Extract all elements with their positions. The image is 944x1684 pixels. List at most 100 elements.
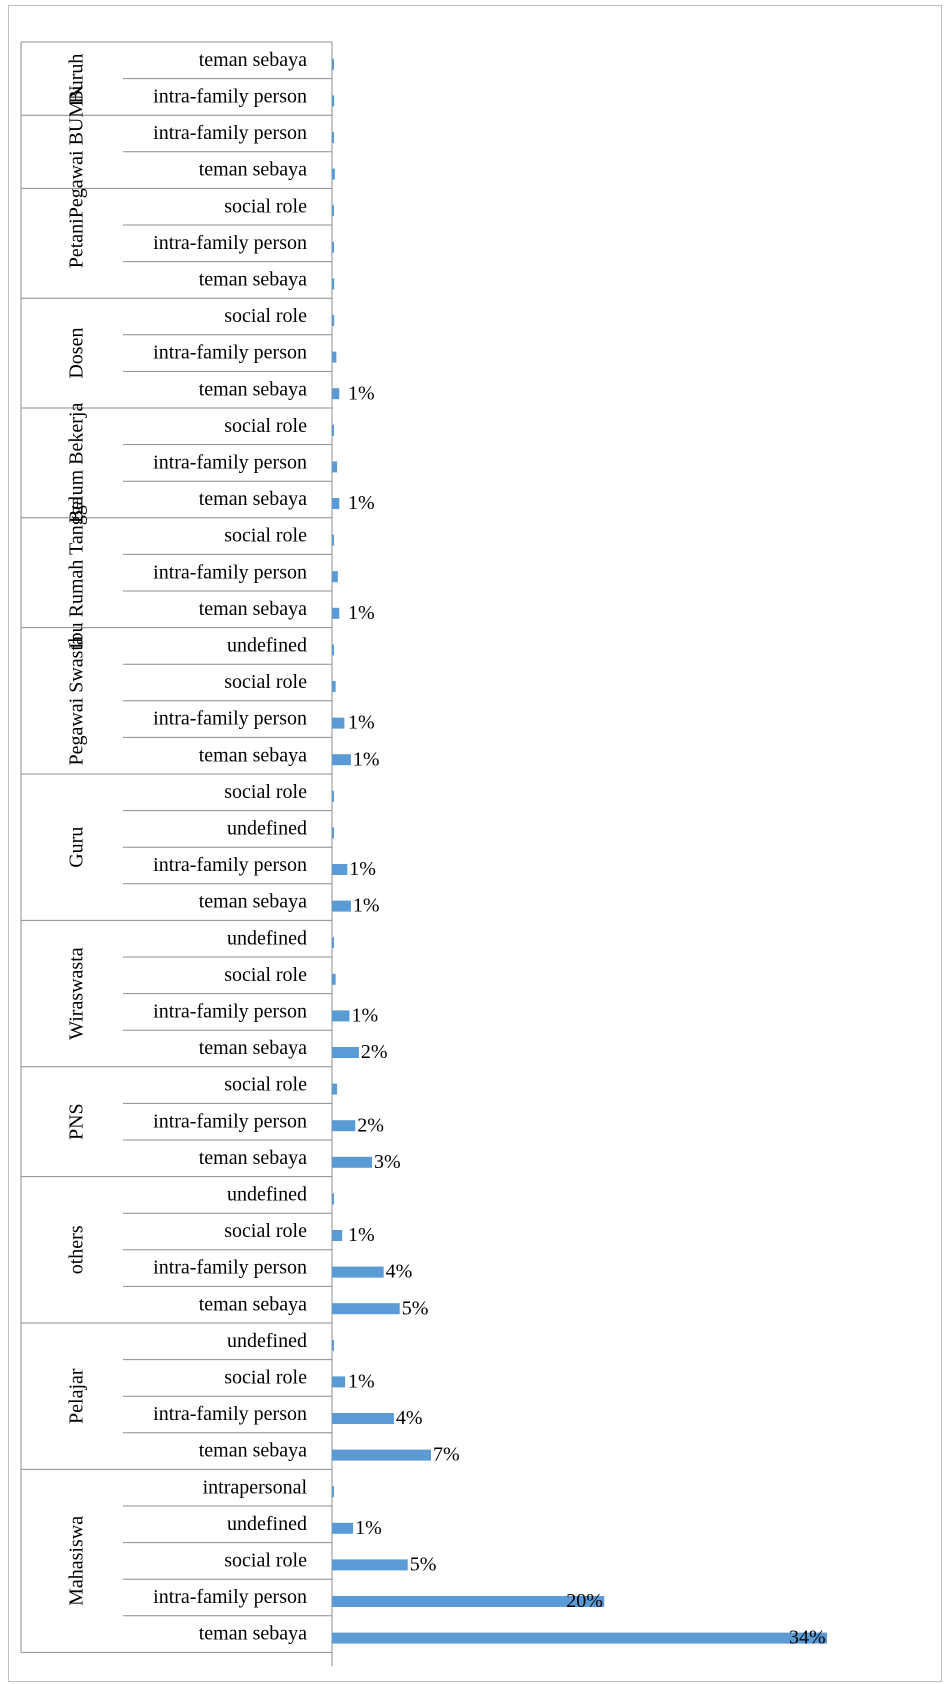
bar <box>332 424 334 436</box>
data-label: 2% <box>357 1114 384 1136</box>
category-label: social role <box>224 1366 307 1388</box>
category-label: teman sebaya <box>199 488 307 510</box>
bar <box>332 1413 394 1424</box>
bar <box>332 278 335 290</box>
category-label: intra-family person <box>153 561 307 583</box>
category-label: social role <box>224 964 307 986</box>
bar <box>332 95 335 107</box>
bar <box>332 1156 373 1168</box>
data-label: 34% <box>789 1627 826 1649</box>
category-label: intra-family person <box>153 1110 307 1132</box>
bar <box>332 827 334 839</box>
bar <box>332 1230 343 1241</box>
category-label: intra-family person <box>153 232 307 254</box>
data-label: 1% <box>351 1004 378 1026</box>
bar <box>332 1559 408 1571</box>
category-label: teman sebaya <box>199 1293 307 1315</box>
bar <box>332 534 334 546</box>
group-label: Petani <box>66 218 88 268</box>
category-label: social role <box>224 525 307 547</box>
category-label: intra-family person <box>153 85 307 107</box>
data-label: 1% <box>348 602 375 624</box>
category-label: intra-family person <box>153 1000 307 1022</box>
group-label: Wiraswasta <box>66 947 88 1040</box>
data-label: 3% <box>374 1151 401 1173</box>
category-label: teman sebaya <box>199 1623 307 1645</box>
data-label: 1% <box>349 858 376 880</box>
category-label: teman sebaya <box>199 1037 307 1059</box>
data-label: 1% <box>353 895 380 917</box>
category-label: teman sebaya <box>199 378 307 400</box>
bar <box>332 1486 334 1498</box>
category-label: intra-family person <box>153 854 307 876</box>
bar <box>332 571 338 583</box>
category-label: teman sebaya <box>199 598 307 620</box>
data-label: 1% <box>348 712 375 734</box>
group-label: Ibu Rumah Tangga <box>66 496 88 649</box>
bar <box>332 1376 346 1388</box>
category-label: teman sebaya <box>199 49 307 71</box>
category-label: intrapersonal <box>203 1476 308 1498</box>
data-label: 1% <box>353 748 380 770</box>
bar <box>332 1632 827 1644</box>
category-label: social role <box>224 671 307 693</box>
bar <box>332 790 334 802</box>
group-label: others <box>66 1225 88 1274</box>
bar <box>332 1193 334 1205</box>
category-label: undefined <box>227 927 307 949</box>
bar <box>332 607 340 619</box>
bar <box>332 864 348 875</box>
data-label: 1% <box>348 1370 375 1392</box>
data-label: 1% <box>355 1517 382 1539</box>
category-label: social role <box>224 1074 307 1096</box>
category-label: intra-family person <box>153 451 307 473</box>
bar <box>332 644 334 656</box>
bar <box>332 1596 605 1607</box>
category-label: social role <box>224 415 307 437</box>
group-label: Pelajar <box>66 1368 88 1424</box>
category-label: undefined <box>227 817 307 839</box>
bar <box>332 168 335 180</box>
category-label: social role <box>224 195 307 217</box>
bar <box>332 351 337 363</box>
bar <box>332 1303 400 1315</box>
category-label: social role <box>224 1220 307 1242</box>
bar <box>332 1522 354 1534</box>
category-label: intra-family person <box>153 1586 307 1608</box>
bar <box>332 315 335 326</box>
bar <box>332 754 351 766</box>
data-label: 7% <box>433 1444 460 1466</box>
group-label: Belum Bekerja <box>66 403 88 524</box>
bar <box>332 1083 338 1095</box>
chart-svg: Buruh teman sebaya intra-family person Pega… <box>20 41 827 1667</box>
category-label: teman sebaya <box>199 268 307 290</box>
category-label: social role <box>224 781 307 803</box>
bar <box>332 205 334 217</box>
category-label: intra-family person <box>153 1403 307 1425</box>
bar <box>332 1339 334 1351</box>
category-label: social role <box>224 305 307 327</box>
bar <box>332 132 334 143</box>
category-label: social role <box>224 1549 307 1571</box>
group-label: PNS <box>66 1103 88 1140</box>
bar <box>332 681 336 692</box>
category-label: undefined <box>227 634 307 656</box>
bar <box>332 1120 356 1132</box>
bar <box>332 1010 350 1022</box>
group-label: Mahasiswa <box>66 1516 88 1606</box>
bar <box>332 1047 359 1058</box>
bar <box>332 461 338 473</box>
data-label: 4% <box>386 1261 413 1283</box>
data-label: 1% <box>348 382 375 404</box>
category-label: teman sebaya <box>199 744 307 766</box>
bar <box>332 58 334 70</box>
data-label: 20% <box>566 1590 603 1612</box>
bar <box>332 388 340 400</box>
data-label: 5% <box>410 1553 437 1575</box>
group-label: Guru <box>66 827 88 868</box>
data-label: 1% <box>348 1224 375 1246</box>
data-label: 4% <box>396 1407 423 1429</box>
chart-frame: Buruh teman sebaya intra-family person Pega… <box>8 5 942 1682</box>
category-label: teman sebaya <box>199 891 307 913</box>
bar <box>332 241 334 253</box>
